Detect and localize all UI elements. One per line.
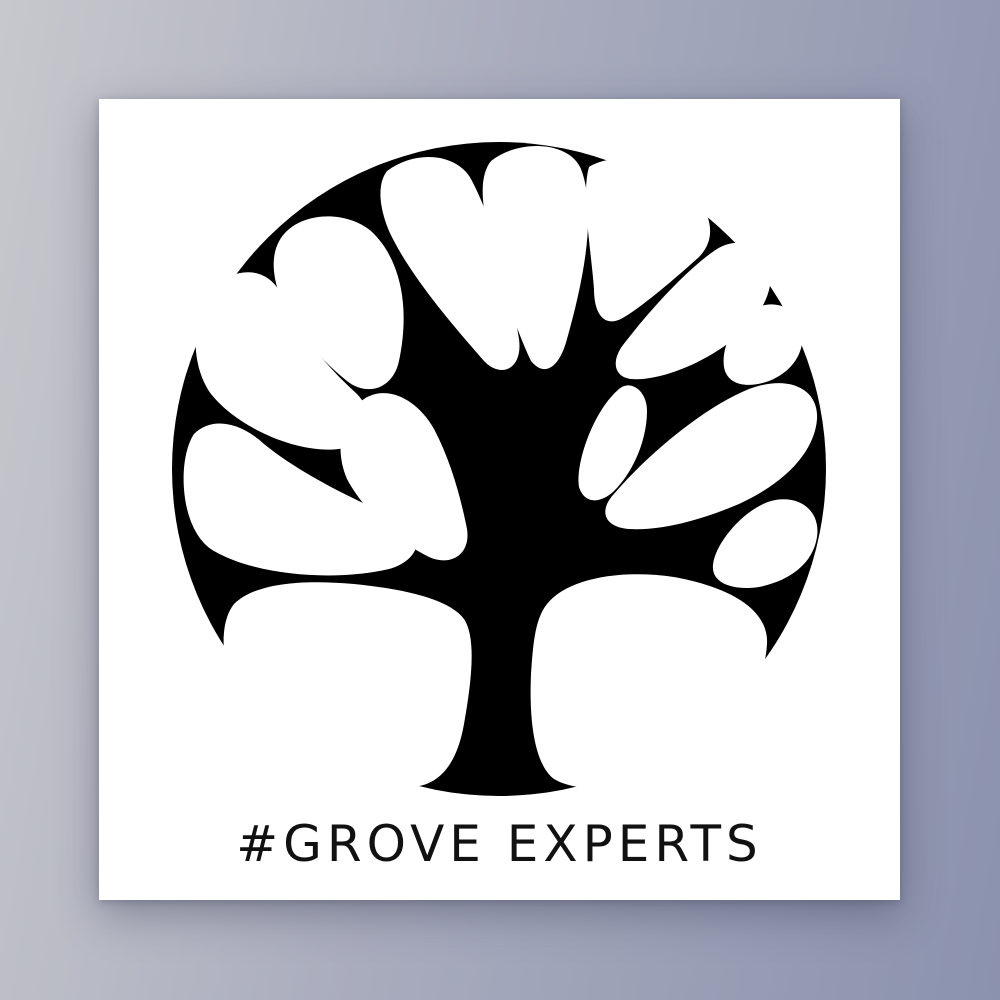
canopy-gap — [712, 499, 818, 589]
canopy-gap — [723, 304, 803, 385]
logo-card: #GROVE EXPERTS — [99, 99, 900, 900]
canopy-gap — [482, 146, 589, 370]
canopy-gap — [273, 216, 404, 390]
canopy-gaps — [183, 146, 818, 789]
canopy-gap — [195, 272, 369, 450]
tree-emblem — [172, 142, 826, 796]
canopy-gap — [615, 242, 771, 380]
canopy-gap — [605, 383, 818, 530]
tree-in-circle-icon — [172, 142, 826, 796]
canopy-gap — [578, 385, 647, 501]
canopy-gap — [530, 574, 768, 789]
canopy-gap — [340, 393, 468, 561]
canopy-gap — [585, 159, 711, 322]
logo-caption: #GROVE EXPERTS — [236, 815, 763, 873]
canopy-gap — [183, 423, 418, 576]
canopy-gap — [223, 582, 472, 787]
